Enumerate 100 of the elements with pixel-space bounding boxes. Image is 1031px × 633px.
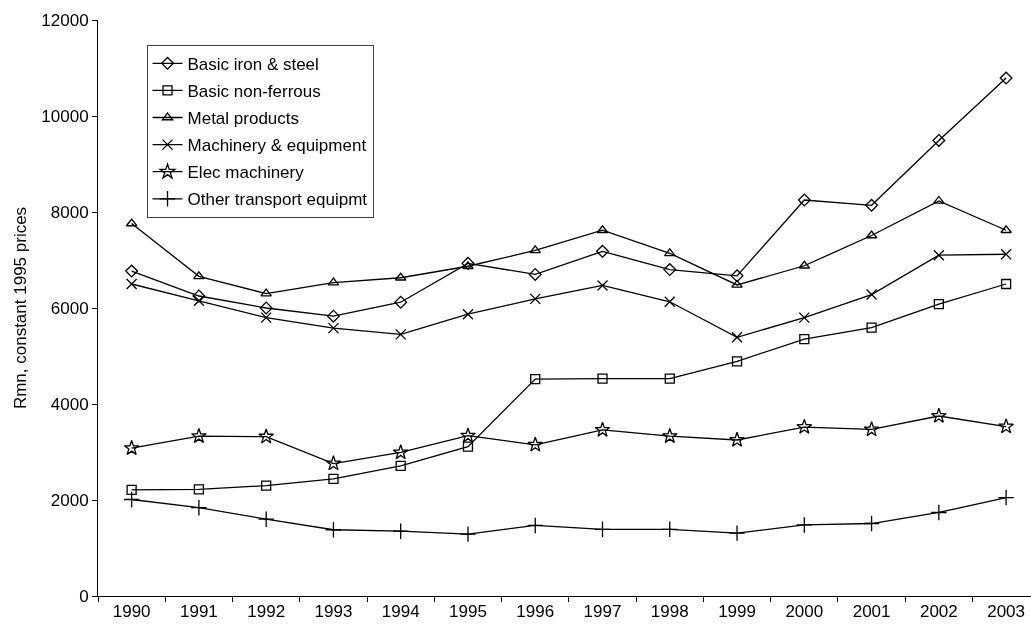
point xyxy=(462,261,474,270)
legend-label: Other transport equipmt xyxy=(187,190,368,210)
x-tick-label: 1990 xyxy=(112,602,151,622)
point xyxy=(597,373,608,384)
point xyxy=(798,311,810,324)
point xyxy=(863,515,880,532)
y-tick-label: 10000 xyxy=(41,106,89,126)
y-tick-label: 2000 xyxy=(50,490,89,510)
point xyxy=(663,263,677,277)
point xyxy=(797,193,811,207)
point xyxy=(325,521,342,539)
point xyxy=(594,421,611,437)
point xyxy=(932,133,946,147)
point xyxy=(796,418,813,434)
y-tick-label: 12000 xyxy=(41,10,89,30)
x-tick-label: 2001 xyxy=(852,602,891,622)
point xyxy=(997,489,1015,506)
x-tick-label: 1993 xyxy=(314,602,353,622)
point xyxy=(930,407,947,423)
point xyxy=(261,480,272,491)
legend-label: Machinery & equipment xyxy=(187,136,367,156)
point xyxy=(126,484,137,496)
point xyxy=(664,373,675,384)
point xyxy=(395,328,407,341)
point xyxy=(596,279,609,292)
x-tick-label: 2003 xyxy=(987,602,1026,622)
x-tick-label: 1997 xyxy=(583,602,622,622)
point xyxy=(327,322,340,334)
x-tick-label: 2000 xyxy=(785,602,824,622)
point xyxy=(460,427,476,443)
legend-label: Elec machinery xyxy=(187,163,305,183)
x-tick-label: 1999 xyxy=(718,602,756,622)
point xyxy=(933,299,944,310)
point xyxy=(1000,248,1012,260)
point xyxy=(731,356,743,367)
legend-label: Basic iron & steel xyxy=(187,54,319,74)
point xyxy=(930,504,948,521)
point xyxy=(728,524,746,542)
point xyxy=(125,278,138,290)
point xyxy=(193,295,205,307)
point xyxy=(394,295,408,309)
point xyxy=(998,418,1015,434)
point xyxy=(731,331,743,343)
x-tick-label: 2002 xyxy=(919,602,958,622)
point xyxy=(190,499,208,517)
point xyxy=(865,198,879,212)
legend-label: Metal products xyxy=(187,109,300,129)
point xyxy=(529,293,541,305)
y-tick-label: 8000 xyxy=(50,202,89,222)
point xyxy=(1000,225,1012,234)
point xyxy=(528,267,542,281)
point xyxy=(664,296,676,308)
point xyxy=(326,309,340,323)
point xyxy=(193,484,205,495)
point xyxy=(462,441,474,452)
y-axis-title: Rmn, constant 1995 prices xyxy=(10,206,30,410)
point xyxy=(257,510,275,528)
point xyxy=(999,71,1013,85)
point xyxy=(190,427,207,444)
point xyxy=(395,460,406,472)
point xyxy=(729,431,746,447)
point xyxy=(325,455,342,471)
x-tick-label: 1994 xyxy=(381,602,420,622)
point xyxy=(661,520,679,538)
point xyxy=(730,269,744,283)
point xyxy=(866,322,877,333)
x-tick-label: 1992 xyxy=(247,602,286,622)
point xyxy=(459,525,477,543)
y-tick-label: 6000 xyxy=(50,298,89,318)
point xyxy=(392,522,410,540)
point xyxy=(328,473,339,485)
point xyxy=(594,520,611,538)
point xyxy=(125,264,139,278)
point xyxy=(661,427,678,444)
y-tick-label: 0 xyxy=(79,586,89,606)
point xyxy=(462,308,474,320)
point xyxy=(392,444,409,460)
point xyxy=(461,256,475,270)
point xyxy=(933,249,945,261)
point xyxy=(1000,278,1012,290)
point xyxy=(258,428,275,444)
y-tick-label: 4000 xyxy=(50,394,89,414)
point xyxy=(260,311,272,324)
point xyxy=(527,436,544,452)
point xyxy=(530,373,541,385)
point xyxy=(123,439,140,456)
point xyxy=(731,279,743,288)
point xyxy=(795,516,813,534)
x-tick-label: 1995 xyxy=(449,602,487,622)
x-tick-label: 1996 xyxy=(516,602,555,622)
x-tick-label: 1991 xyxy=(179,602,218,622)
point xyxy=(596,244,610,258)
point xyxy=(123,491,140,508)
point xyxy=(799,334,810,345)
point xyxy=(259,301,273,315)
point xyxy=(863,421,880,437)
point xyxy=(193,271,205,280)
x-tick-label: 1998 xyxy=(650,602,689,622)
point xyxy=(865,288,878,301)
point xyxy=(192,289,206,303)
